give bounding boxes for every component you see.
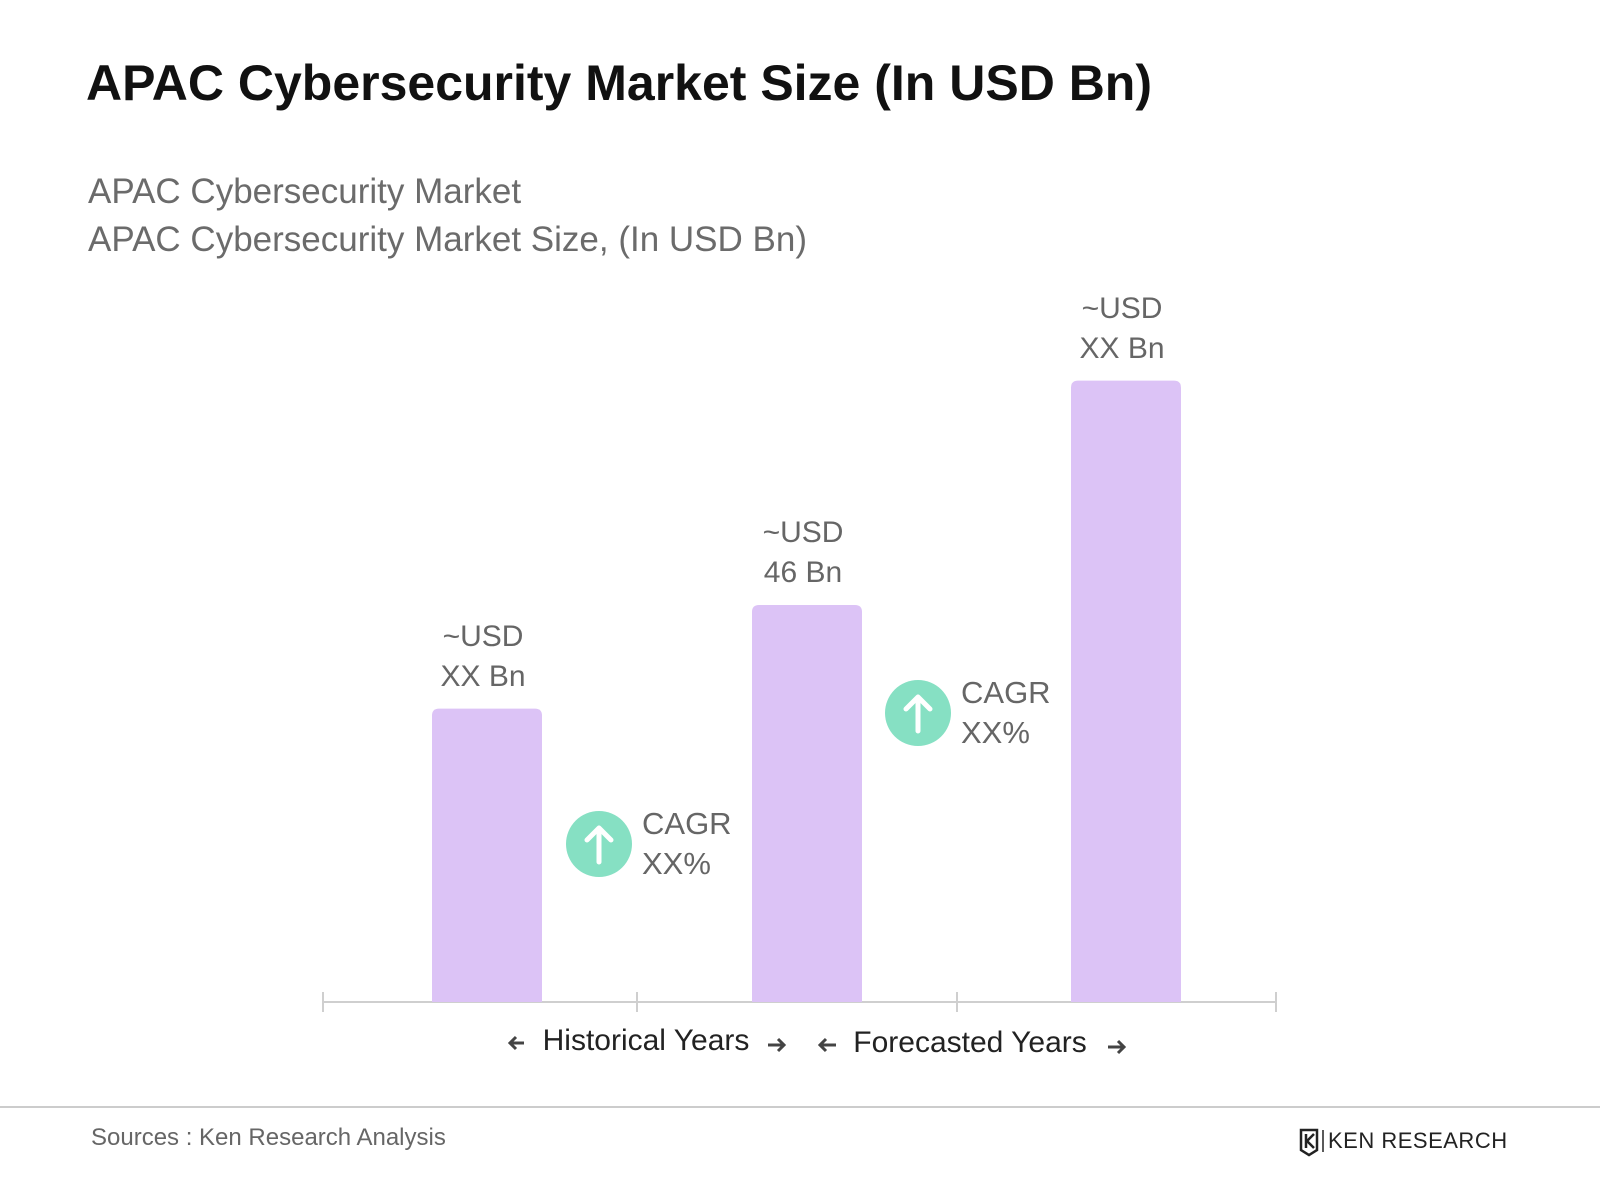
value-label: ~USD XX Bn [440,619,526,693]
logo: KEN RESEARCH [1328,1128,1508,1153]
logo-icon [1299,1128,1324,1157]
bar [432,708,542,1002]
cagr-label: CAGR XX% [642,806,732,881]
cagr-icon [885,680,951,746]
value-label: ~USD XX Bn [1079,291,1165,365]
subtitle: APAC Cybersecurity Market [88,172,522,211]
cagr-arrow [584,825,614,865]
value-label: ~USD 46 Bn [762,516,844,590]
cagr-arrow [903,694,933,734]
bar [752,605,862,1002]
period-label: Historical Years [542,1024,750,1057]
arrows [507,1035,1127,1055]
cagr-icon [566,811,632,877]
subtitle: APAC Cybersecurity Market Size, (In USD … [88,220,807,259]
period-label: Forecasted Years [853,1026,1087,1059]
bar [1071,380,1181,1002]
chart-title: APAC Cybersecurity Market Size (In USD B… [86,55,1152,111]
cagr-label: CAGR XX% [961,675,1051,750]
source: Sources : Ken Research Analysis [91,1124,446,1151]
